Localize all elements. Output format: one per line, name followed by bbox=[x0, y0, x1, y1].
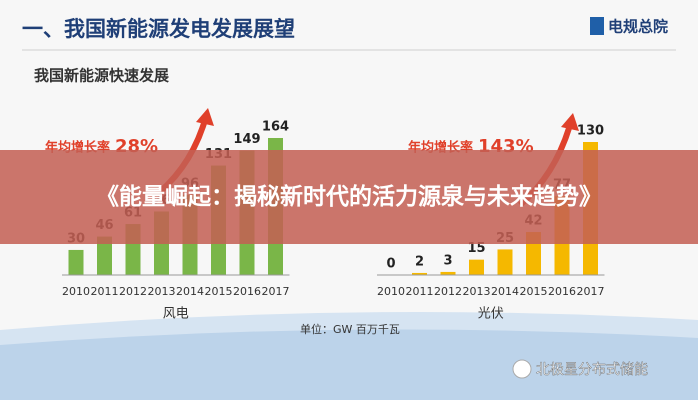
x-tick-label: 2012 bbox=[119, 285, 147, 298]
x-tick-label: 2016 bbox=[548, 285, 576, 298]
x-tick-label: 2015 bbox=[205, 285, 233, 298]
data-label: 3 bbox=[443, 253, 452, 268]
data-label: 2 bbox=[415, 254, 424, 269]
x-axis-label: 风电 bbox=[163, 307, 189, 322]
bar bbox=[412, 272, 427, 275]
x-axis-label: 光伏 bbox=[478, 307, 504, 322]
watermark: 北极星分布式储能 bbox=[536, 362, 648, 378]
x-tick-label: 2014 bbox=[491, 285, 519, 298]
x-tick-label: 2017 bbox=[262, 285, 290, 298]
data-label: 164 bbox=[262, 120, 289, 135]
data-label: 149 bbox=[233, 132, 260, 147]
data-label: 0 bbox=[386, 257, 395, 272]
x-tick-label: 2013 bbox=[148, 285, 176, 298]
bar bbox=[469, 259, 484, 275]
bottom-band bbox=[0, 329, 698, 400]
bar bbox=[68, 249, 84, 275]
arrow-head bbox=[561, 113, 579, 131]
x-tick-label: 2016 bbox=[233, 285, 261, 298]
data-label: 15 bbox=[467, 241, 485, 256]
data-label: 130 bbox=[577, 124, 604, 139]
x-tick-label: 2010 bbox=[377, 285, 405, 298]
subtitle: 我国新能源快速发展 bbox=[34, 67, 169, 85]
x-tick-label: 2011 bbox=[406, 285, 434, 298]
x-tick-label: 2014 bbox=[176, 285, 204, 298]
unit-label: 单位：GW 百万千瓦 bbox=[300, 322, 400, 336]
x-tick-label: 2015 bbox=[520, 285, 548, 298]
title-banner: 《能量崛起：揭秘新时代的活力源泉与未来趋势》 bbox=[0, 150, 698, 244]
logo-text: 电规总院 bbox=[608, 18, 668, 36]
header-title: 一、我国新能源发电发展展望 bbox=[22, 17, 295, 41]
x-tick-label: 2017 bbox=[577, 285, 605, 298]
logo-icon bbox=[590, 17, 604, 35]
x-tick-label: 2010 bbox=[62, 285, 90, 298]
bar bbox=[497, 249, 513, 275]
bar bbox=[440, 271, 456, 275]
x-tick-label: 2012 bbox=[434, 285, 462, 298]
x-tick-label: 2011 bbox=[91, 285, 119, 298]
wechat-icon bbox=[512, 359, 532, 379]
bar bbox=[97, 236, 112, 275]
x-tick-label: 2013 bbox=[463, 285, 491, 298]
arrow-head bbox=[196, 108, 214, 126]
